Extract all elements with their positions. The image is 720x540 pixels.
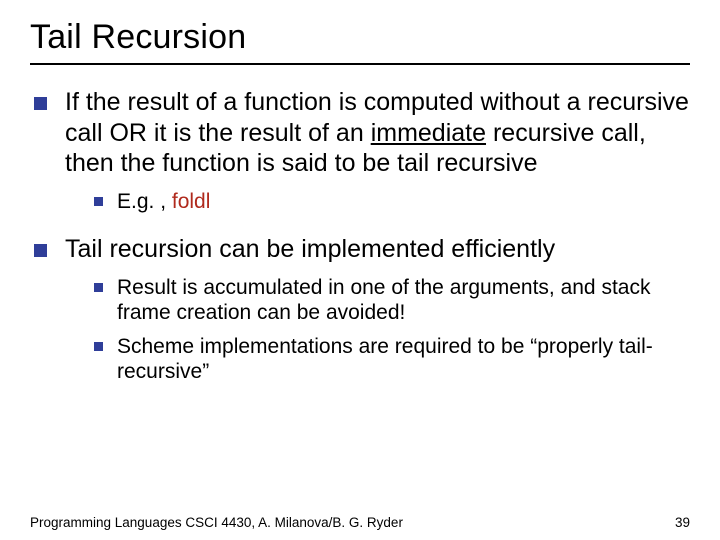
square-bullet-icon [34, 97, 47, 110]
slide: Tail Recursion If the result of a functi… [0, 0, 720, 540]
underlined-text: immediate [371, 119, 486, 147]
footer-left: Programming Languages CSCI 4430, A. Mila… [30, 515, 403, 530]
page-number: 39 [675, 515, 690, 530]
red-text: foldl [172, 190, 211, 213]
bullet-level2: E.g. , foldl [94, 189, 690, 215]
footer: Programming Languages CSCI 4430, A. Mila… [30, 515, 690, 530]
bullet-text: E.g. , foldl [117, 189, 210, 215]
bullet-level2: Result is accumulated in one of the argu… [94, 275, 690, 326]
square-bullet-icon [94, 342, 103, 351]
bullet-level1: Tail recursion can be implemented effici… [34, 234, 690, 265]
spacer [30, 222, 690, 234]
bullet-text: Tail recursion can be implemented effici… [65, 234, 555, 265]
square-bullet-icon [94, 197, 103, 206]
text-segment: E.g. , [117, 190, 172, 213]
title-rule [30, 63, 690, 65]
bullet-level2: Scheme implementations are required to b… [94, 334, 690, 385]
square-bullet-icon [94, 283, 103, 292]
bullet-text: Scheme implementations are required to b… [117, 334, 690, 385]
bullet-text: Result is accumulated in one of the argu… [117, 275, 690, 326]
bullet-text: If the result of a function is computed … [65, 87, 690, 179]
square-bullet-icon [34, 244, 47, 257]
slide-title: Tail Recursion [30, 18, 690, 57]
bullet-level1: If the result of a function is computed … [34, 87, 690, 179]
